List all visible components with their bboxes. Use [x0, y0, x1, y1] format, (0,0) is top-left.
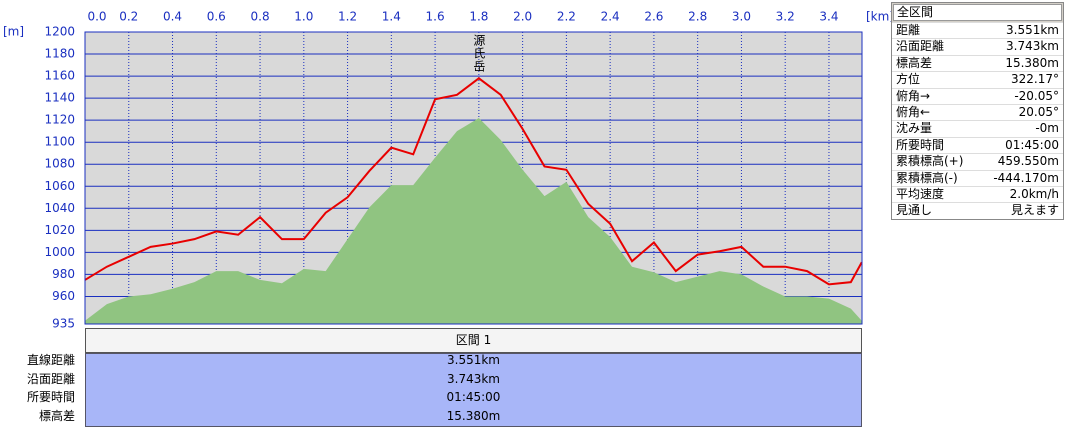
panel-row: 俯角← 20.05° [892, 103, 1063, 121]
panel-title: 全区間 [893, 4, 1062, 21]
section-value: 15.380m [446, 408, 501, 423]
panel-row: 距離 3.551km [892, 22, 1063, 39]
y-tick-label: 1120 [44, 113, 75, 127]
y-tick-label: 1080 [44, 157, 75, 171]
panel-row: 累積標高(-) -444.170m [892, 169, 1063, 186]
panel-value: 2.0km/h [1009, 186, 1059, 201]
y-tick-label: 1100 [44, 135, 75, 149]
section-label: 標高差 [38, 408, 75, 423]
panel-value: 01:45:00 [1005, 137, 1059, 152]
panel-value: -444.170m [993, 170, 1059, 185]
panel-row: 平均速度 2.0km/h [892, 185, 1063, 203]
y-tick-label: 960 [52, 289, 75, 303]
section-value: 01:45:00 [446, 390, 501, 404]
x-tick-label: 2.2 [557, 10, 576, 24]
y-tick-label: 935 [52, 317, 75, 331]
y-tick-label: 1180 [44, 47, 75, 61]
panel-label: 累積標高(+) [896, 154, 964, 169]
y-tick-label: 980 [52, 267, 75, 281]
panel-value: 3.743km [1006, 39, 1059, 54]
x-tick-label: 1.4 [382, 10, 401, 24]
section-row: 所要時間 01:45:00 [0, 388, 860, 406]
x-tick-label: 2.0 [513, 10, 532, 24]
x-axis-label: [km] [866, 10, 894, 24]
x-tick-label: 1.0 [294, 10, 313, 24]
x-tick-label: 2.4 [601, 10, 620, 24]
section-label: 所要時間 [26, 390, 75, 404]
panel-label: 標高差 [896, 55, 933, 70]
panel-label: 所要時間 [896, 137, 945, 152]
panel-value: -20.05° [1014, 88, 1059, 103]
profile-line [84, 77, 863, 286]
x-tick-label: 1.2 [338, 10, 357, 24]
section-value: 3.743km [447, 371, 500, 386]
y-axis-label: [m] [3, 25, 24, 39]
y-tick-label: 1060 [44, 179, 75, 193]
panel-row: 沈み量 -0m [892, 120, 1063, 137]
y-tick-label: 1200 [44, 25, 75, 39]
panel-row: 標高差 15.380m [892, 54, 1063, 72]
section-value: 3.551km [447, 353, 500, 367]
panel-row: 見通し 見えます [892, 202, 1063, 219]
x-tick-label: 0.6 [207, 10, 226, 24]
x-tick-label: 1.6 [426, 10, 445, 24]
panel-value: 20.05° [1018, 104, 1059, 119]
panel-label: 沈み量 [896, 121, 933, 136]
x-tick-label: 2.8 [688, 10, 707, 24]
panel-row: 所要時間 01:45:00 [892, 136, 1063, 154]
section-label: 沿面距離 [26, 371, 75, 386]
terrain-area [85, 117, 862, 324]
section-header: 区間 1 [85, 328, 862, 353]
x-tick-label: 1.8 [469, 10, 488, 24]
section-row: 標高差 15.380m [0, 407, 860, 425]
panel-label: 俯角→ [896, 88, 931, 103]
panel-value: 15.380m [1005, 55, 1059, 70]
y-tick-label: 1040 [44, 201, 75, 215]
x-tick-label: 0.8 [251, 10, 270, 24]
panel-row: 沿面距離 3.743km [892, 38, 1063, 55]
panel-value: 3.551km [1006, 23, 1059, 37]
y-tick-label: 1140 [44, 91, 75, 105]
panel-label: 距離 [896, 23, 921, 37]
x-tick-label: 2.6 [644, 10, 663, 24]
peak-label: 源氏岳 [472, 34, 486, 73]
plot-area [84, 31, 863, 325]
panel-label: 方位 [896, 72, 921, 87]
section-row: 沿面距離 3.743km [0, 370, 860, 388]
panel-value: 322.17° [1011, 72, 1059, 87]
panel-value: 見えます [1010, 203, 1059, 218]
panel-row: 俯角→ -20.05° [892, 87, 1063, 104]
panel-row: 累積標高(+) 459.550m [892, 153, 1063, 170]
section-label: 直線距離 [26, 353, 75, 367]
section-row: 直線距離 3.551km [0, 351, 860, 369]
x-tick-label: 3.2 [776, 10, 795, 24]
panel-value: 459.550m [997, 154, 1059, 169]
x-tick-label: 0.2 [119, 10, 138, 24]
panel-label: 沿面距離 [896, 39, 945, 54]
panel-row: 方位 322.17° [892, 71, 1063, 88]
panel-label: 累積標高(-) [896, 170, 958, 185]
y-tick-label: 1160 [44, 69, 75, 83]
y-tick-label: 1020 [44, 223, 75, 237]
x-tick-label: 0.4 [163, 10, 182, 24]
panel-label: 見通し [896, 203, 933, 218]
x-tick-label: 0.0 [87, 10, 106, 24]
panel-label: 平均速度 [896, 186, 945, 201]
y-tick-label: 1000 [44, 245, 75, 259]
x-tick-label: 3.0 [732, 10, 751, 24]
x-tick-label: 3.4 [819, 10, 838, 24]
summary-panel: 全区間 距離 3.551km 沿面距離 3.743km 標高差 15.380m 方位 322.… [891, 2, 1064, 220]
panel-label: 俯角← [896, 104, 931, 119]
panel-value: -0m [1035, 121, 1059, 136]
section-body [85, 353, 862, 427]
